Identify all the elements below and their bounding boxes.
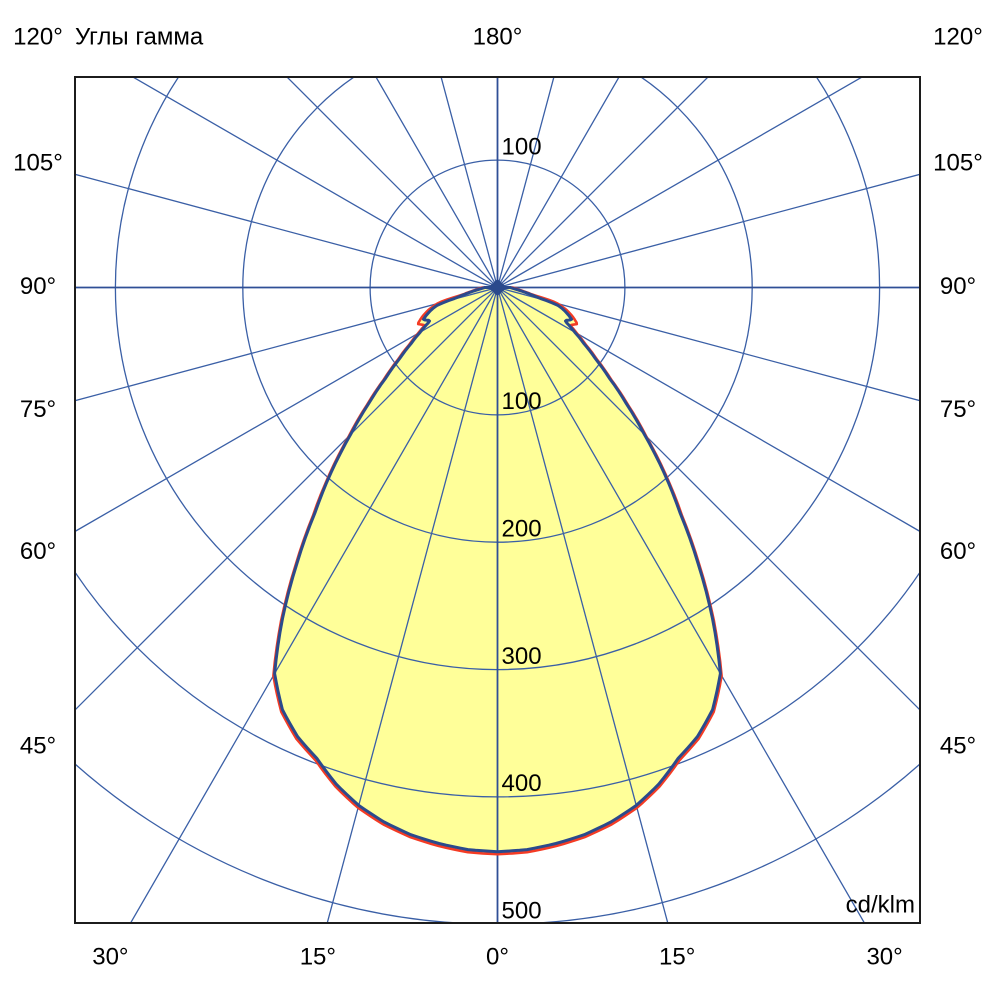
ring-value-label-400: 400: [502, 770, 542, 797]
ring-value-label-upper-100: 100: [502, 133, 542, 160]
pole-marker-diamond: [488, 279, 507, 296]
angle-label-right-120: 120°: [933, 23, 983, 50]
angle-label-top-180: 180°: [473, 23, 523, 50]
curve-stroke-layer: [272, 286, 723, 856]
angle-label-left-105: 105°: [13, 150, 63, 177]
angle-label-bottom-15: 15°: [300, 943, 336, 970]
angle-label-bottom-15: 15°: [659, 943, 695, 970]
angle-label-right-45: 45°: [940, 732, 976, 759]
angle-label-right-90: 90°: [940, 273, 976, 300]
angle-label-left-60: 60°: [20, 538, 56, 565]
chart-title: Углы гамма: [75, 23, 204, 50]
angle-label-left-75: 75°: [20, 396, 56, 423]
plot-frame: [74, 76, 921, 924]
angle-label-right-75: 75°: [940, 396, 976, 423]
angle-label-bottom-0: 0°: [486, 943, 509, 970]
angle-label-left-45: 45°: [20, 732, 56, 759]
unit-label: cd/klm: [846, 891, 915, 918]
angle-label-bottom-30: 30°: [92, 943, 128, 970]
ring-value-label-500: 500: [502, 898, 542, 925]
angle-label-right-105: 105°: [933, 150, 983, 177]
curve-blue-plane: [273, 286, 722, 854]
angle-label-left-120: 120°: [13, 23, 63, 50]
ring-value-label-300: 300: [502, 643, 542, 670]
ring-value-label-100: 100: [502, 388, 542, 415]
angle-label-left-90: 90°: [20, 273, 56, 300]
angle-label-right-60: 60°: [940, 538, 976, 565]
angle-label-bottom-30: 30°: [866, 943, 902, 970]
ring-value-label-200: 200: [502, 516, 542, 543]
